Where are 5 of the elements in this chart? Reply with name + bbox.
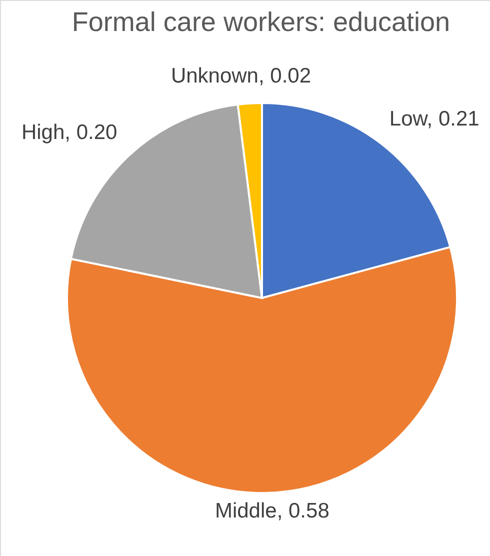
slice-label: High, 0.20	[21, 120, 118, 144]
slice-label: Low, 0.21	[389, 108, 480, 131]
slice-label: Middle, 0.58	[214, 500, 330, 523]
chart-title: Formal care workers: education	[72, 7, 450, 37]
slice-label: Unknown, 0.02	[170, 64, 312, 88]
